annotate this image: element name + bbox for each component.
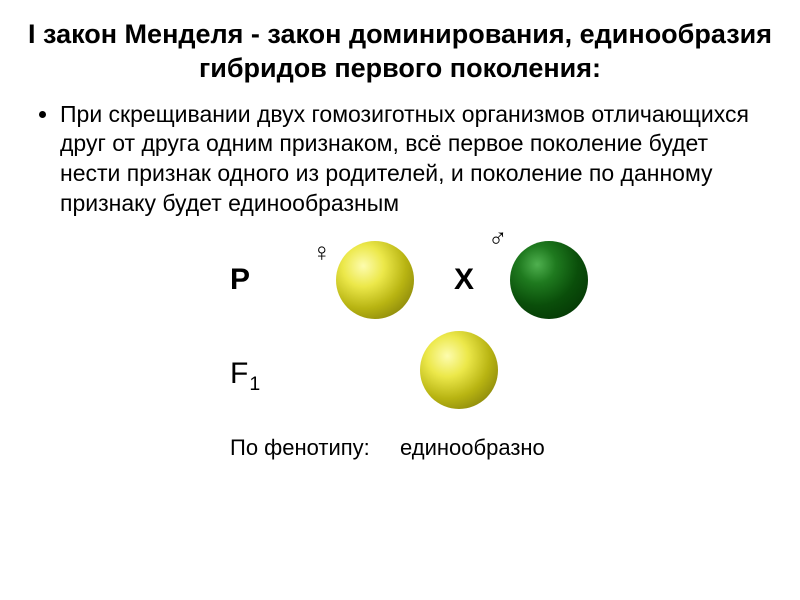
sphere-female-parent — [336, 241, 414, 319]
body-bullet: При скрещивании двух гомозиготных органи… — [60, 100, 772, 220]
label-X: X — [454, 263, 474, 297]
body-list: При скрещивании двух гомозиготных органи… — [34, 100, 772, 220]
genetics-diagram: ♀ ♂ P X F1 По фенотипу: единообразно — [140, 229, 660, 479]
slide: I закон Менделя - закон доминирования, е… — [0, 0, 800, 600]
label-P: P — [230, 263, 250, 297]
label-phenotype: По фенотипу: — [230, 435, 370, 461]
slide-title: I закон Менделя - закон доминирования, е… — [28, 18, 772, 86]
female-symbol: ♀ — [312, 237, 332, 268]
label-uniform: единообразно — [400, 435, 545, 461]
male-symbol: ♂ — [488, 223, 508, 254]
sphere-male-parent — [510, 241, 588, 319]
label-F1: F1 — [230, 357, 260, 396]
sphere-offspring — [420, 331, 498, 409]
